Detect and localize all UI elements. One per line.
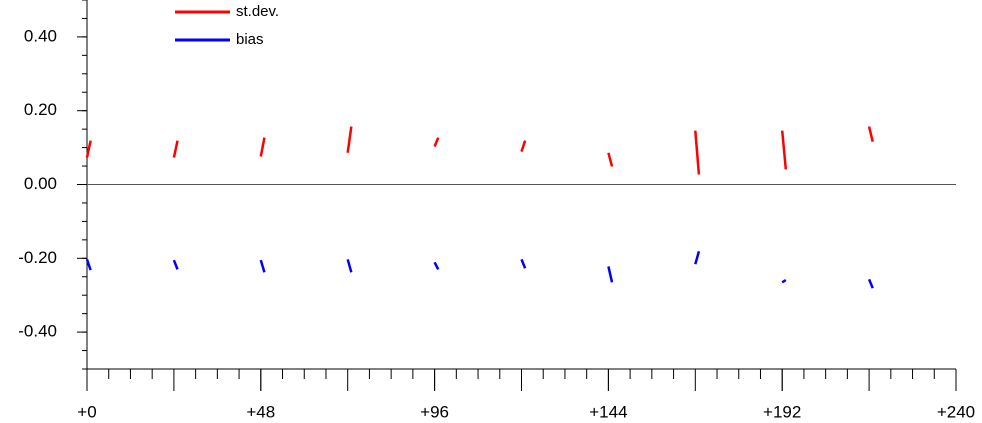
x-tick-label: +192 (763, 402, 801, 421)
x-tick-label: +0 (77, 402, 96, 421)
y-tick-label: -0.40 (18, 322, 57, 341)
y-tick-label: 0.20 (24, 100, 57, 119)
segment (694, 130, 701, 175)
segment (172, 259, 179, 270)
segment (694, 250, 701, 265)
y-tick-label: -0.20 (18, 248, 57, 267)
segment (867, 126, 874, 142)
segment (85, 140, 92, 158)
segment (346, 259, 353, 273)
x-tick-label: +48 (246, 402, 275, 421)
segment (780, 130, 788, 170)
x-tick-label: +144 (589, 402, 627, 421)
segment (433, 137, 440, 147)
segment (172, 140, 179, 158)
segment (781, 279, 787, 284)
segment (259, 137, 266, 157)
segment (520, 140, 527, 153)
segment (433, 261, 440, 270)
segment (520, 258, 527, 269)
y-tick-label: 0.00 (24, 174, 57, 193)
x-tick-label: +240 (937, 402, 975, 421)
y-tick-label: 0.40 (24, 26, 57, 45)
segment (346, 126, 353, 153)
legend-label: bias (236, 31, 264, 48)
segment (607, 152, 614, 167)
segment (85, 259, 92, 271)
segment (259, 259, 266, 273)
x-tick-label: +96 (420, 402, 449, 421)
legend-label: st.dev. (236, 3, 279, 20)
segment (867, 278, 874, 289)
segment (607, 266, 614, 283)
